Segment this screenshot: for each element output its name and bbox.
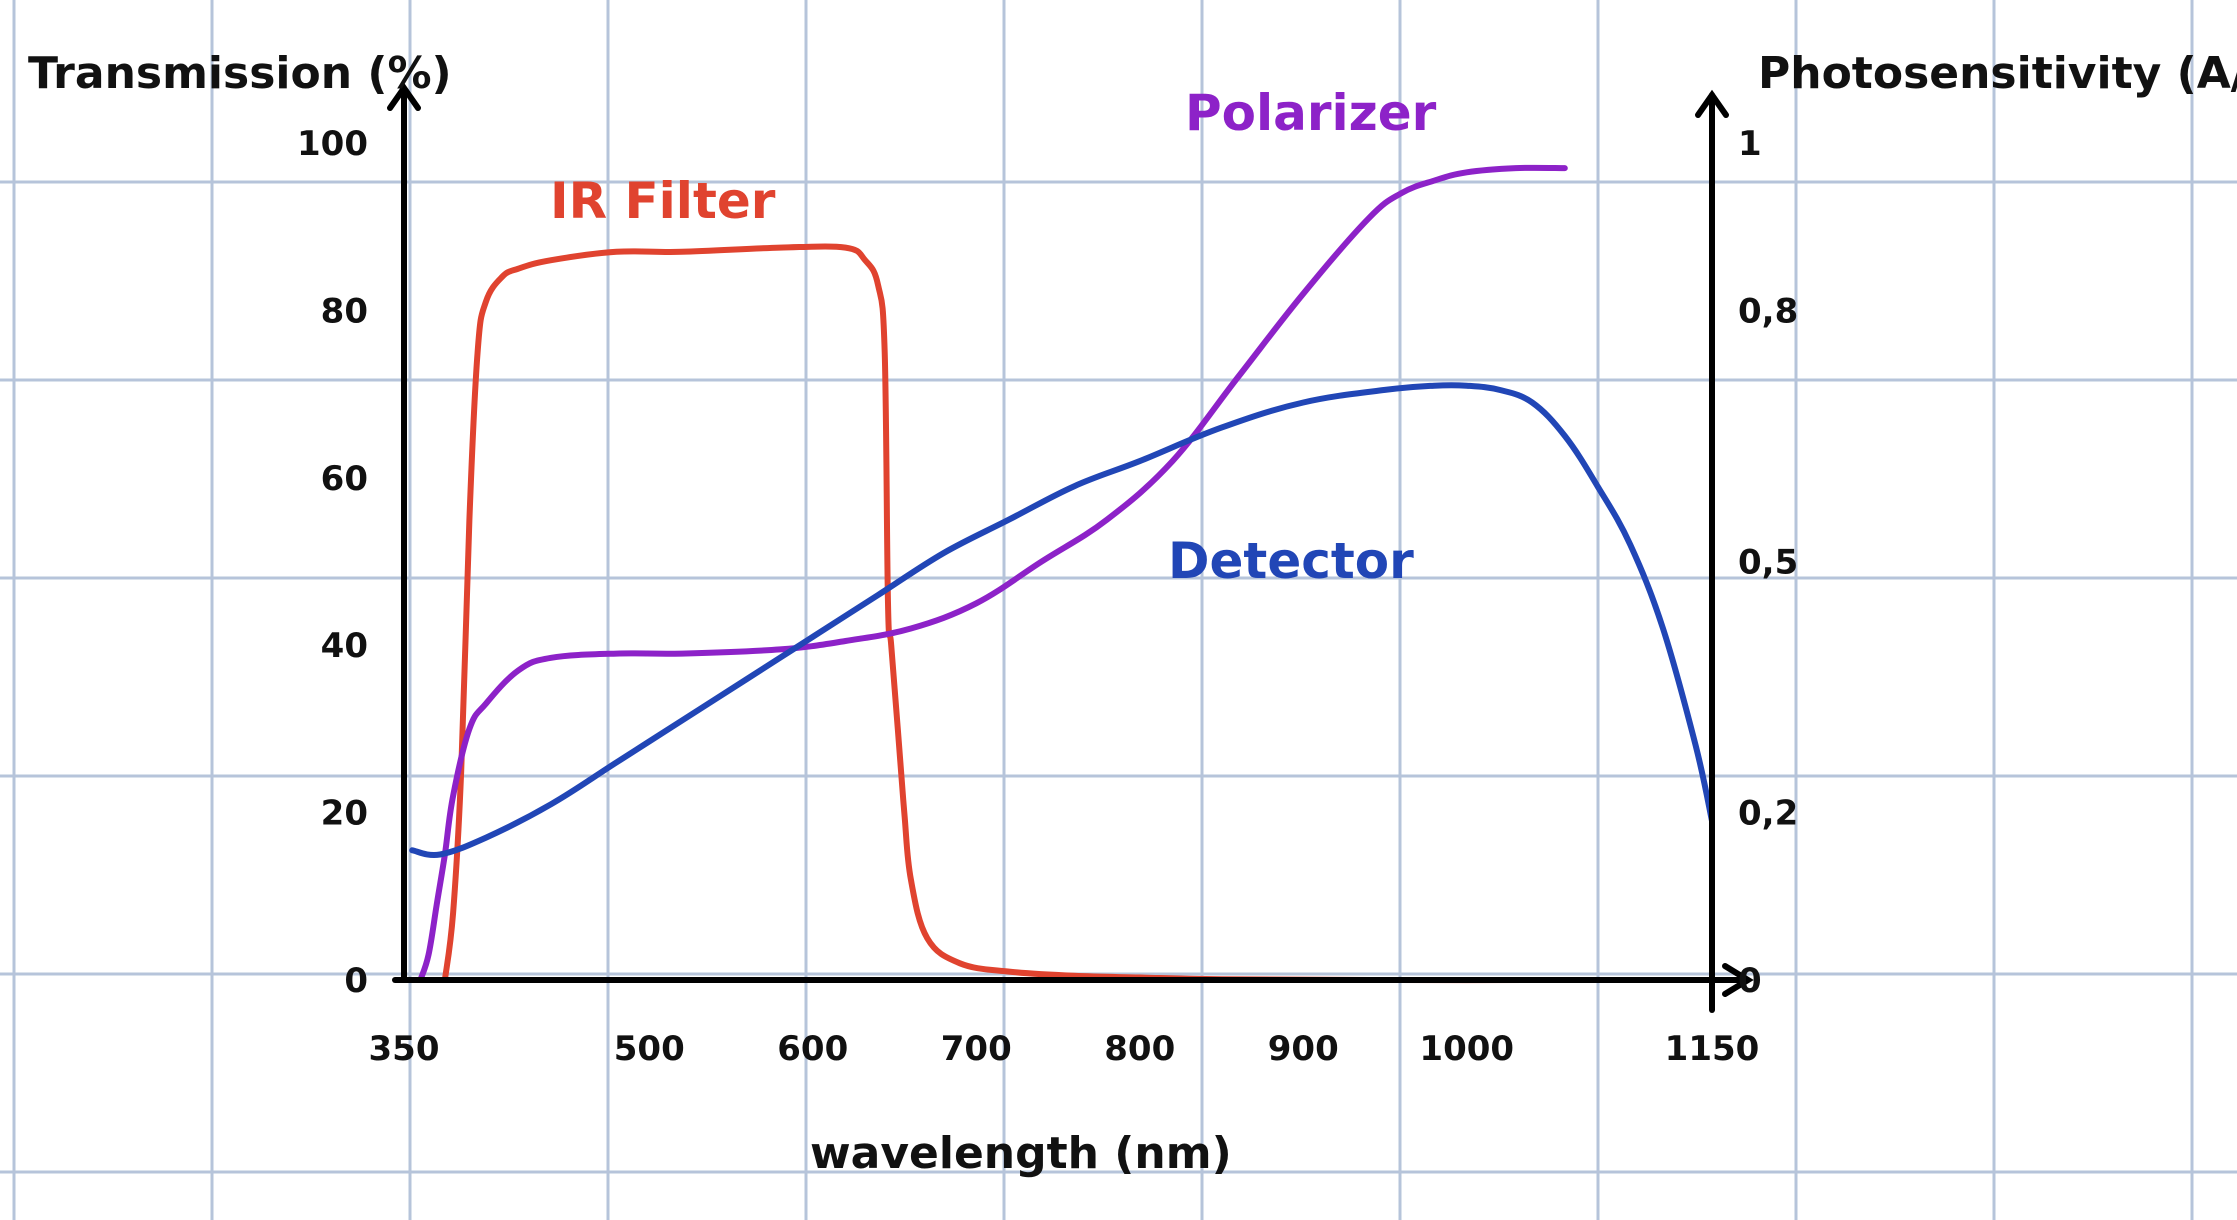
x-tick-label: 500 — [614, 1029, 685, 1069]
x-tick-label: 1150 — [1665, 1029, 1760, 1069]
series-label-ir-filter: IR Filter — [550, 172, 776, 230]
x-axis-title: wavelength (nm) — [810, 1128, 1232, 1179]
series-label-detector: Detector — [1168, 532, 1414, 590]
x-tick-label: 900 — [1268, 1029, 1339, 1069]
series-line-ir-filter — [441, 243, 1715, 984]
tick-labels: 350 500 600 700 800 900 1000 115002040608010000… — [297, 124, 1798, 1069]
x-tick-label: 700 — [941, 1029, 1012, 1069]
x-axis-arrow-icon — [1722, 963, 1754, 997]
y-tick-label: 60 — [321, 459, 368, 499]
axis-titles: Transmission (%) Photosensitivity (A/w) … — [28, 48, 2237, 1179]
y2-tick-label: 1 — [1738, 124, 1762, 164]
x-tick-label: 1000 — [1419, 1029, 1514, 1069]
series-line-detector — [409, 382, 1715, 858]
y-tick-label: 40 — [321, 626, 368, 666]
y2-tick-label: 0 — [1738, 961, 1762, 1001]
x-tick-label: 600 — [777, 1029, 848, 1069]
y-tick-label: 100 — [297, 124, 368, 164]
left-y-axis-arrow-icon — [387, 82, 421, 111]
x-tick-label: 800 — [1104, 1029, 1175, 1069]
series-label-polarizer: Polarizer — [1185, 84, 1437, 142]
x-tick-label: 350 — [369, 1029, 440, 1069]
y2-axis-title: Photosensitivity (A/w) — [1758, 48, 2237, 99]
y2-tick-label: 0,5 — [1738, 543, 1798, 583]
series-line-polarizer — [417, 164, 1568, 983]
y-tick-label: 0 — [344, 961, 368, 1001]
y-tick-label: 80 — [321, 291, 368, 331]
y-tick-label: 20 — [321, 794, 368, 834]
series-labels: IR Filter Polarizer Detector — [550, 84, 1437, 590]
y2-tick-label: 0,2 — [1738, 794, 1798, 834]
y2-tick-label: 0,8 — [1738, 291, 1798, 331]
right-y-axis-arrow-icon — [1695, 89, 1729, 118]
axes — [387, 82, 1754, 1013]
y-axis-title: Transmission (%) — [28, 48, 452, 99]
